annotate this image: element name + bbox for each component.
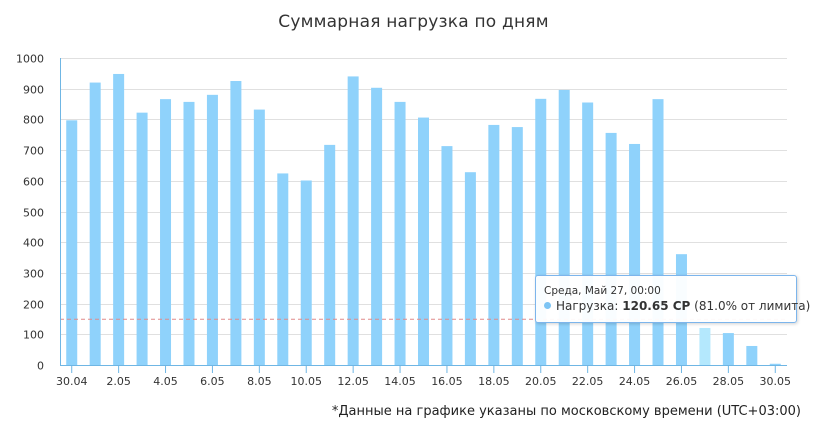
y-tick-label: 400: [23, 237, 44, 250]
tooltip: Среда, Май 27, 00:00 Нагрузка: 120.65 CP…: [535, 275, 810, 323]
bar: [66, 120, 78, 365]
bar: [652, 99, 664, 365]
x-tick-label: 30.05: [760, 375, 792, 388]
bar: [464, 172, 476, 365]
bar: [605, 132, 617, 365]
bar: [324, 144, 336, 365]
y-tick-label: 200: [23, 299, 44, 312]
bar: [136, 112, 148, 366]
bar: [253, 109, 265, 365]
tooltip-header: Среда, Май 27, 00:00: [544, 285, 661, 297]
x-tick-label: 28.05: [713, 375, 745, 388]
bar: [558, 89, 570, 366]
y-tick-label: 700: [23, 145, 44, 158]
bar: [488, 124, 500, 366]
y-tick-label: 0: [37, 360, 44, 373]
y-tick-label: 500: [23, 207, 44, 220]
x-tick-label: 8.05: [247, 375, 272, 388]
chart-title: Суммарная нагрузка по дням: [278, 12, 549, 32]
bar: [206, 94, 218, 365]
y-tick-label: 1000: [16, 53, 44, 66]
bars: [66, 73, 781, 366]
x-tick-label: 20.05: [525, 375, 557, 388]
tooltip-row: Нагрузка: 120.65 CP (81.0% от лимита): [544, 299, 810, 313]
tooltip-series-dot-icon: [544, 302, 551, 309]
footnote: *Данные на графике указаны по московском…: [331, 404, 801, 419]
bar: [277, 173, 289, 365]
bar: [441, 146, 453, 365]
y-tick-label: 100: [23, 329, 44, 342]
bar: [418, 117, 429, 365]
x-tick-label: 24.05: [619, 375, 651, 388]
y-tick-label: 900: [23, 84, 44, 97]
x-tick-label: 12.05: [337, 375, 369, 388]
bar: [347, 76, 359, 366]
y-tick-label: 800: [23, 114, 44, 127]
bar: [394, 101, 406, 366]
bar: [183, 101, 195, 366]
bar: [722, 333, 734, 365]
bar: [160, 99, 172, 365]
bar-highlighted: [699, 327, 711, 365]
bar: [769, 363, 781, 365]
y-axis-ticks: 0 100 200 300 400 500 600 700 800 900 1000: [16, 53, 44, 373]
x-tick-label: 30.04: [56, 375, 88, 388]
bar: [113, 73, 125, 366]
x-tick-label: 2.05: [106, 375, 131, 388]
tooltip-value: 120.65 CP: [622, 299, 691, 313]
x-tick-label: 26.05: [666, 375, 698, 388]
x-tick-label: 4.05: [153, 375, 178, 388]
bar: [300, 180, 312, 365]
y-tick-label: 600: [23, 176, 44, 189]
bar: [89, 82, 101, 365]
x-tick-label: 10.05: [290, 375, 322, 388]
y-tick-label: 300: [23, 268, 44, 281]
bar: [746, 345, 758, 365]
tooltip-percent: (81.0% от лимита): [694, 299, 811, 313]
tooltip-series-name: Нагрузка: [556, 299, 615, 313]
bar: [511, 127, 523, 365]
x-tick-label: 18.05: [478, 375, 510, 388]
x-tick-label: 16.05: [431, 375, 463, 388]
bar: [535, 98, 547, 365]
x-axis-ticks: 30.04 2.05 4.05 6.05 8.05 10.05 12.05 14.05 16.0…: [56, 365, 791, 388]
x-tick-label: 22.05: [572, 375, 604, 388]
bar: [371, 87, 383, 365]
bar: [582, 102, 594, 365]
x-tick-label: 6.05: [200, 375, 225, 388]
bar: [629, 143, 641, 365]
axes: [60, 58, 787, 366]
bar: [230, 81, 242, 366]
x-tick-label: 14.05: [384, 375, 416, 388]
